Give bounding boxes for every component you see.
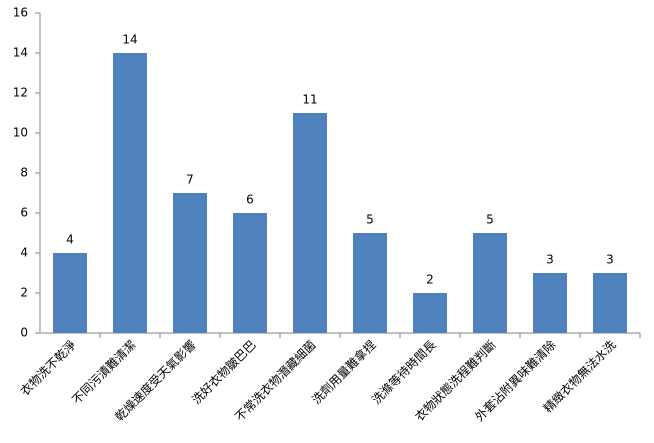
data-label: 7 xyxy=(186,173,194,187)
bar xyxy=(53,253,87,333)
bar xyxy=(593,273,627,333)
bar xyxy=(113,53,147,333)
y-tick-label: 16 xyxy=(13,6,28,20)
bar xyxy=(233,213,267,333)
data-label: 14 xyxy=(122,33,137,47)
bar xyxy=(353,233,387,333)
bar xyxy=(173,193,207,333)
y-tick-label: 0 xyxy=(20,326,28,340)
y-tick-label: 6 xyxy=(20,206,28,220)
bar xyxy=(473,233,507,333)
bar xyxy=(293,113,327,333)
y-tick-label: 2 xyxy=(20,286,28,300)
data-label: 5 xyxy=(486,213,494,227)
x-tick-label: 洗好衣物皺巴巴 xyxy=(189,337,259,407)
y-tick-label: 4 xyxy=(20,246,28,260)
bar xyxy=(413,293,447,333)
y-tick-label: 12 xyxy=(13,86,28,100)
y-tick-label: 14 xyxy=(13,46,28,60)
data-label: 6 xyxy=(246,193,254,207)
x-tick-label: 不同污漬難清潔 xyxy=(69,337,139,407)
x-tick-label: 洗滌等待時間長 xyxy=(369,337,439,407)
y-tick-label: 8 xyxy=(20,166,28,180)
bar xyxy=(533,273,567,333)
data-label: 11 xyxy=(302,93,317,107)
data-label: 3 xyxy=(546,253,554,267)
y-tick-label: 10 xyxy=(13,126,28,140)
x-tick-label: 洗劑用量難拿捏 xyxy=(309,337,379,407)
data-label: 5 xyxy=(366,213,374,227)
data-label: 3 xyxy=(606,253,614,267)
data-label: 2 xyxy=(426,273,434,287)
data-label: 4 xyxy=(66,233,74,247)
x-tick-label: 衣物洗不乾淨 xyxy=(17,337,79,399)
